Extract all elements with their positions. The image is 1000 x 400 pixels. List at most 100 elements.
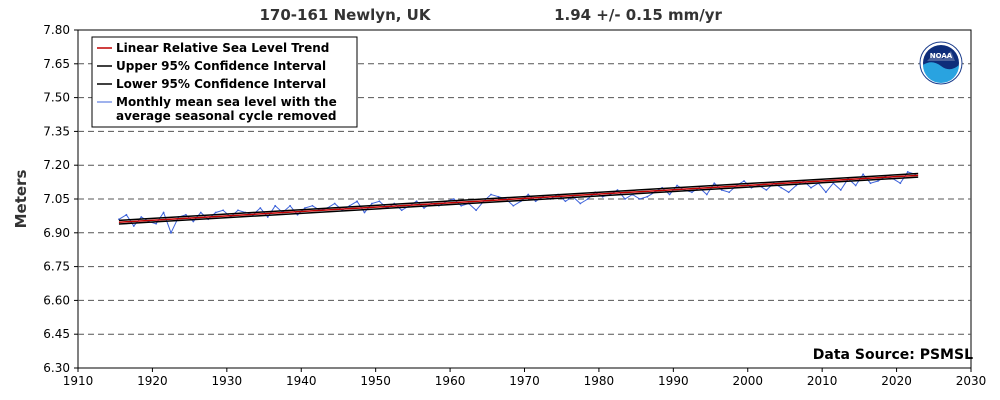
y-tick-label: 6.75 xyxy=(43,260,70,274)
lower-confidence-line xyxy=(118,176,919,225)
noaa-logo-text: NOAA xyxy=(930,52,953,60)
monthly-mean-point xyxy=(691,191,693,194)
y-tick-label: 7.05 xyxy=(43,192,70,206)
monthly-mean-point xyxy=(787,191,790,194)
monthly-mean-point xyxy=(140,216,143,218)
monthly-mean-point xyxy=(162,211,165,214)
monthly-mean-point xyxy=(743,180,745,182)
monthly-mean-point xyxy=(668,193,671,196)
monthly-mean-point xyxy=(906,171,909,173)
x-tick-label: 1910 xyxy=(63,374,94,388)
monthly-mean-point xyxy=(705,193,708,196)
y-tick-label: 6.60 xyxy=(43,293,70,307)
monthly-mean-point xyxy=(586,198,589,200)
monthly-mean-point xyxy=(720,189,723,191)
monthly-mean-point xyxy=(185,213,187,216)
upper-confidence-line xyxy=(118,172,919,222)
monthly-mean-point xyxy=(564,200,567,203)
monthly-mean-point xyxy=(423,207,425,209)
monthly-mean-point xyxy=(728,191,731,194)
legend-label-lower: Lower 95% Confidence Interval xyxy=(116,77,326,91)
monthly-mean-point xyxy=(199,211,202,214)
monthly-mean-point xyxy=(259,207,262,209)
monthly-mean-point xyxy=(237,209,239,212)
monthly-mean-point xyxy=(356,200,358,203)
legend-label-trend: Linear Relative Sea Level Trend xyxy=(116,41,329,55)
y-tick-label: 7.35 xyxy=(43,124,70,138)
noaa-logo-icon: NOAA xyxy=(919,41,963,85)
monthly-mean-point xyxy=(713,182,716,185)
monthly-mean-point xyxy=(289,204,291,207)
y-tick-label: 7.65 xyxy=(43,57,70,71)
monthly-mean-point xyxy=(780,186,783,189)
x-tick-label: 2020 xyxy=(881,374,912,388)
monthly-mean-point xyxy=(765,189,768,191)
monthly-mean-point xyxy=(646,195,649,198)
monthly-mean-point xyxy=(296,213,299,216)
monthly-mean-point xyxy=(869,182,872,185)
x-tick-label: 1920 xyxy=(137,374,168,388)
monthly-mean-point xyxy=(363,211,366,214)
monthly-mean-point xyxy=(132,225,135,227)
x-tick-label: 1990 xyxy=(658,374,689,388)
station-title: 170-161 Newlyn, UK xyxy=(260,6,432,24)
monthly-mean-point xyxy=(810,186,812,189)
monthly-mean-point xyxy=(676,184,678,187)
x-tick-label: 1980 xyxy=(584,374,615,388)
x-tick-label: 2010 xyxy=(807,374,838,388)
legend-label-upper: Upper 95% Confidence Interval xyxy=(116,59,326,73)
monthly-mean-point xyxy=(155,222,158,225)
monthly-mean-point xyxy=(534,200,537,203)
trend-line xyxy=(118,174,919,223)
monthly-mean-point xyxy=(274,204,277,207)
monthly-mean-point xyxy=(400,209,403,212)
monthly-mean-point xyxy=(527,193,530,196)
x-tick-label: 1960 xyxy=(435,374,466,388)
y-tick-label: 7.20 xyxy=(43,158,70,172)
monthly-mean-point xyxy=(170,231,172,234)
monthly-mean-point xyxy=(839,189,842,191)
x-tick-label: 1970 xyxy=(509,374,540,388)
monthly-mean-point xyxy=(877,180,879,182)
monthly-mean-point xyxy=(222,209,225,212)
x-tick-label: 1930 xyxy=(212,374,243,388)
monthly-mean-point xyxy=(862,173,864,176)
monthly-mean-point xyxy=(475,209,478,212)
monthly-mean-point xyxy=(333,202,336,205)
y-axis-label: Meters xyxy=(12,170,30,229)
monthly-mean-point xyxy=(854,184,857,187)
monthly-mean-point xyxy=(415,200,418,203)
legend-box xyxy=(91,36,358,128)
monthly-mean-point xyxy=(378,200,381,203)
monthly-mean-point xyxy=(624,198,626,200)
grid-lines xyxy=(78,63,971,335)
legend-label-monthly-line1: Monthly mean sea level with the xyxy=(116,95,337,109)
trend-rate: 1.94 +/- 0.15 mm/yr xyxy=(554,6,722,24)
monthly-mean-point xyxy=(304,207,306,209)
x-axis: 1910 1920 1930 1940 1950 1960 1970 1980 1990 2000… xyxy=(63,368,987,388)
y-tick-label: 7.50 xyxy=(43,91,70,105)
x-tick-label: 1950 xyxy=(360,374,391,388)
monthly-mean-point xyxy=(371,202,373,205)
monthly-mean-point xyxy=(311,204,314,207)
monthly-mean-point xyxy=(899,182,902,185)
monthly-mean-point xyxy=(460,204,463,207)
legend: Linear Relative Sea Level Trend Upper 95… xyxy=(91,36,358,128)
monthly-mean-point xyxy=(497,195,500,198)
monthly-mean-point xyxy=(452,198,455,200)
y-axis: 6.30 6.45 6.60 6.75 6.90 7.05 7.20 7.35 7.50 7.65… xyxy=(43,23,78,375)
x-tick-label: 2000 xyxy=(732,374,763,388)
monthly-mean-point xyxy=(824,191,827,194)
monthly-mean-point xyxy=(125,213,128,216)
monthly-mean-point xyxy=(638,198,641,200)
x-tick-label: 1940 xyxy=(286,374,317,388)
monthly-mean-point xyxy=(214,211,217,214)
data-layer xyxy=(118,171,919,235)
x-tick-label: 2030 xyxy=(956,374,987,388)
y-tick-label: 6.90 xyxy=(43,226,70,240)
monthly-mean-point xyxy=(490,193,492,196)
monthly-mean-point xyxy=(579,202,582,205)
y-tick-label: 7.80 xyxy=(43,23,70,37)
monthly-mean-point xyxy=(192,220,195,223)
